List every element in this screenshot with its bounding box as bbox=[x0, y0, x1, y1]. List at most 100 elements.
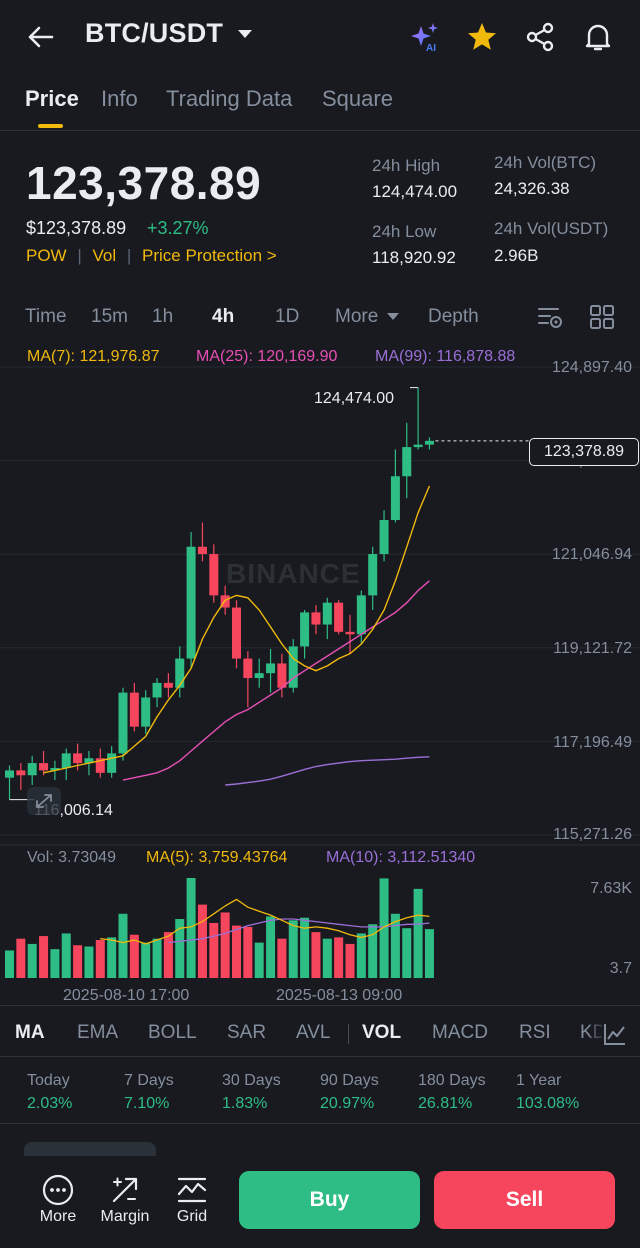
interval-depth[interactable]: Depth bbox=[428, 306, 479, 327]
candle-body bbox=[50, 767, 60, 771]
perf-value: 2.03% bbox=[27, 1095, 73, 1112]
watermark: BINANCE bbox=[226, 558, 361, 589]
indicator-rsi[interactable]: RSI bbox=[519, 1022, 551, 1043]
svg-text:AI: AI bbox=[426, 43, 436, 54]
indicator-sar[interactable]: SAR bbox=[227, 1022, 267, 1043]
perf-value: 20.97% bbox=[320, 1095, 375, 1112]
ma7-legend: MA(7): 121,976.87 bbox=[27, 348, 160, 365]
candle-body bbox=[163, 682, 173, 688]
volume-bar bbox=[390, 913, 400, 978]
active-tab-indicator bbox=[38, 124, 63, 128]
y-tick: 124,897.40 bbox=[551, 359, 632, 376]
vol-btc-value: 24,326.38 bbox=[494, 179, 570, 198]
price-change: +3.27% bbox=[147, 218, 209, 238]
interval-time[interactable]: Time bbox=[25, 306, 67, 327]
main-tabs: Price Info Trading Data Square bbox=[0, 82, 640, 130]
expand-icon[interactable] bbox=[26, 786, 62, 816]
indicator-avl[interactable]: AVL bbox=[296, 1022, 331, 1043]
star-icon[interactable] bbox=[465, 20, 499, 54]
ma25-line bbox=[122, 580, 430, 781]
volume-bar bbox=[232, 925, 241, 978]
vol-ma5-legend: MA(5): 3,759.43764 bbox=[146, 849, 288, 866]
indicator-ema[interactable]: EMA bbox=[77, 1022, 119, 1043]
x-tick: 2025-08-13 09:00 bbox=[276, 987, 403, 1004]
interval-1d[interactable]: 1D bbox=[275, 306, 300, 327]
x-tick: 2025-08-10 17:00 bbox=[63, 987, 190, 1004]
ma7-line bbox=[43, 485, 431, 774]
vol-legend: Vol: 3.73049 bbox=[27, 849, 116, 866]
perf-label: 30 Days bbox=[222, 1072, 281, 1089]
volume-bar bbox=[129, 934, 139, 978]
tab-square[interactable]: Square bbox=[322, 86, 393, 111]
vol-ma10-line bbox=[168, 918, 430, 944]
bell-icon[interactable] bbox=[581, 20, 615, 54]
perf-value: 7.10% bbox=[124, 1095, 170, 1112]
indicator-vol[interactable]: VOL bbox=[362, 1022, 402, 1043]
perf-label: 180 Days bbox=[418, 1072, 486, 1089]
tag-row: POW | Vol | Price Protection > bbox=[26, 246, 277, 265]
candle-body bbox=[186, 546, 196, 659]
back-arrow-icon[interactable] bbox=[24, 20, 58, 54]
pair-title[interactable]: BTC/USDT bbox=[85, 18, 224, 48]
grid-label[interactable]: Grid bbox=[176, 1208, 208, 1225]
candlestick-chart[interactable] bbox=[0, 340, 640, 1010]
indicator-ma[interactable]: MA bbox=[15, 1022, 45, 1043]
interval-1h[interactable]: 1h bbox=[152, 306, 174, 327]
collapsed-panel-handle[interactable] bbox=[24, 1142, 156, 1156]
vol-ma10-legend: MA(10): 3,112.51340 bbox=[326, 849, 476, 866]
candle-body bbox=[345, 631, 355, 635]
vol-btc-label: 24h Vol(BTC) bbox=[494, 153, 597, 172]
more-label[interactable]: More bbox=[39, 1208, 77, 1225]
perf-label: 7 Days bbox=[124, 1072, 174, 1089]
volume-bar bbox=[39, 936, 49, 978]
volume-bar bbox=[424, 929, 434, 978]
volume-bar bbox=[288, 920, 298, 978]
interval-4h[interactable]: 4h bbox=[212, 306, 235, 327]
chevron-down-icon[interactable] bbox=[238, 30, 252, 38]
tag-pow[interactable]: POW bbox=[26, 246, 67, 265]
vol-usdt-value: 2.96B bbox=[494, 246, 539, 265]
volume-bar bbox=[356, 933, 366, 978]
divider bbox=[0, 1123, 640, 1124]
interval-more[interactable]: More bbox=[335, 306, 379, 327]
volume-bar bbox=[300, 917, 310, 978]
chart-settings-icon[interactable] bbox=[536, 303, 564, 331]
more-icon[interactable] bbox=[41, 1173, 75, 1207]
sell-button[interactable]: Sell bbox=[434, 1171, 615, 1229]
indicator-settings-icon[interactable] bbox=[602, 1021, 628, 1047]
grid-bot-icon[interactable] bbox=[175, 1173, 209, 1207]
interval-15m[interactable]: 15m bbox=[91, 306, 128, 327]
volume-bar bbox=[345, 943, 355, 978]
grid-layout-icon[interactable] bbox=[589, 304, 615, 330]
volume-bar bbox=[402, 928, 412, 978]
candle-body bbox=[209, 554, 219, 596]
tag-vol[interactable]: Vol bbox=[92, 246, 117, 265]
margin-label[interactable]: Margin bbox=[100, 1208, 150, 1225]
tab-info[interactable]: Info bbox=[101, 86, 138, 111]
share-icon[interactable] bbox=[523, 20, 557, 54]
tab-price[interactable]: Price bbox=[25, 86, 79, 111]
header: BTC/USDT AI bbox=[0, 0, 640, 76]
indicator-macd[interactable]: MACD bbox=[432, 1022, 488, 1043]
volume-bar bbox=[379, 878, 389, 978]
volume-bar bbox=[84, 946, 94, 978]
indicator-boll[interactable]: BOLL bbox=[148, 1022, 197, 1043]
volume-bar bbox=[277, 938, 287, 978]
low-value: 118,920.92 bbox=[372, 248, 456, 267]
tag-price-protection[interactable]: Price Protection > bbox=[142, 246, 277, 265]
volume-bar bbox=[311, 932, 321, 978]
tab-trading-data[interactable]: Trading Data bbox=[166, 86, 293, 111]
margin-icon[interactable] bbox=[108, 1173, 142, 1207]
buy-button[interactable]: Buy bbox=[239, 1171, 420, 1229]
perf-value: 1.83% bbox=[222, 1095, 268, 1112]
ai-sparkle-icon[interactable]: AI bbox=[408, 20, 442, 54]
current-price-marker: 123,378.89 bbox=[529, 438, 639, 466]
volume-bar bbox=[163, 932, 173, 978]
candle-body bbox=[175, 658, 185, 688]
candle-body bbox=[84, 758, 94, 764]
perf-label: 90 Days bbox=[320, 1072, 379, 1089]
high-value: 124,474.00 bbox=[372, 182, 458, 201]
high-marker-label: 124,474.00 bbox=[314, 390, 395, 407]
candle-body bbox=[390, 476, 400, 521]
perf-value: 26.81% bbox=[418, 1095, 473, 1112]
